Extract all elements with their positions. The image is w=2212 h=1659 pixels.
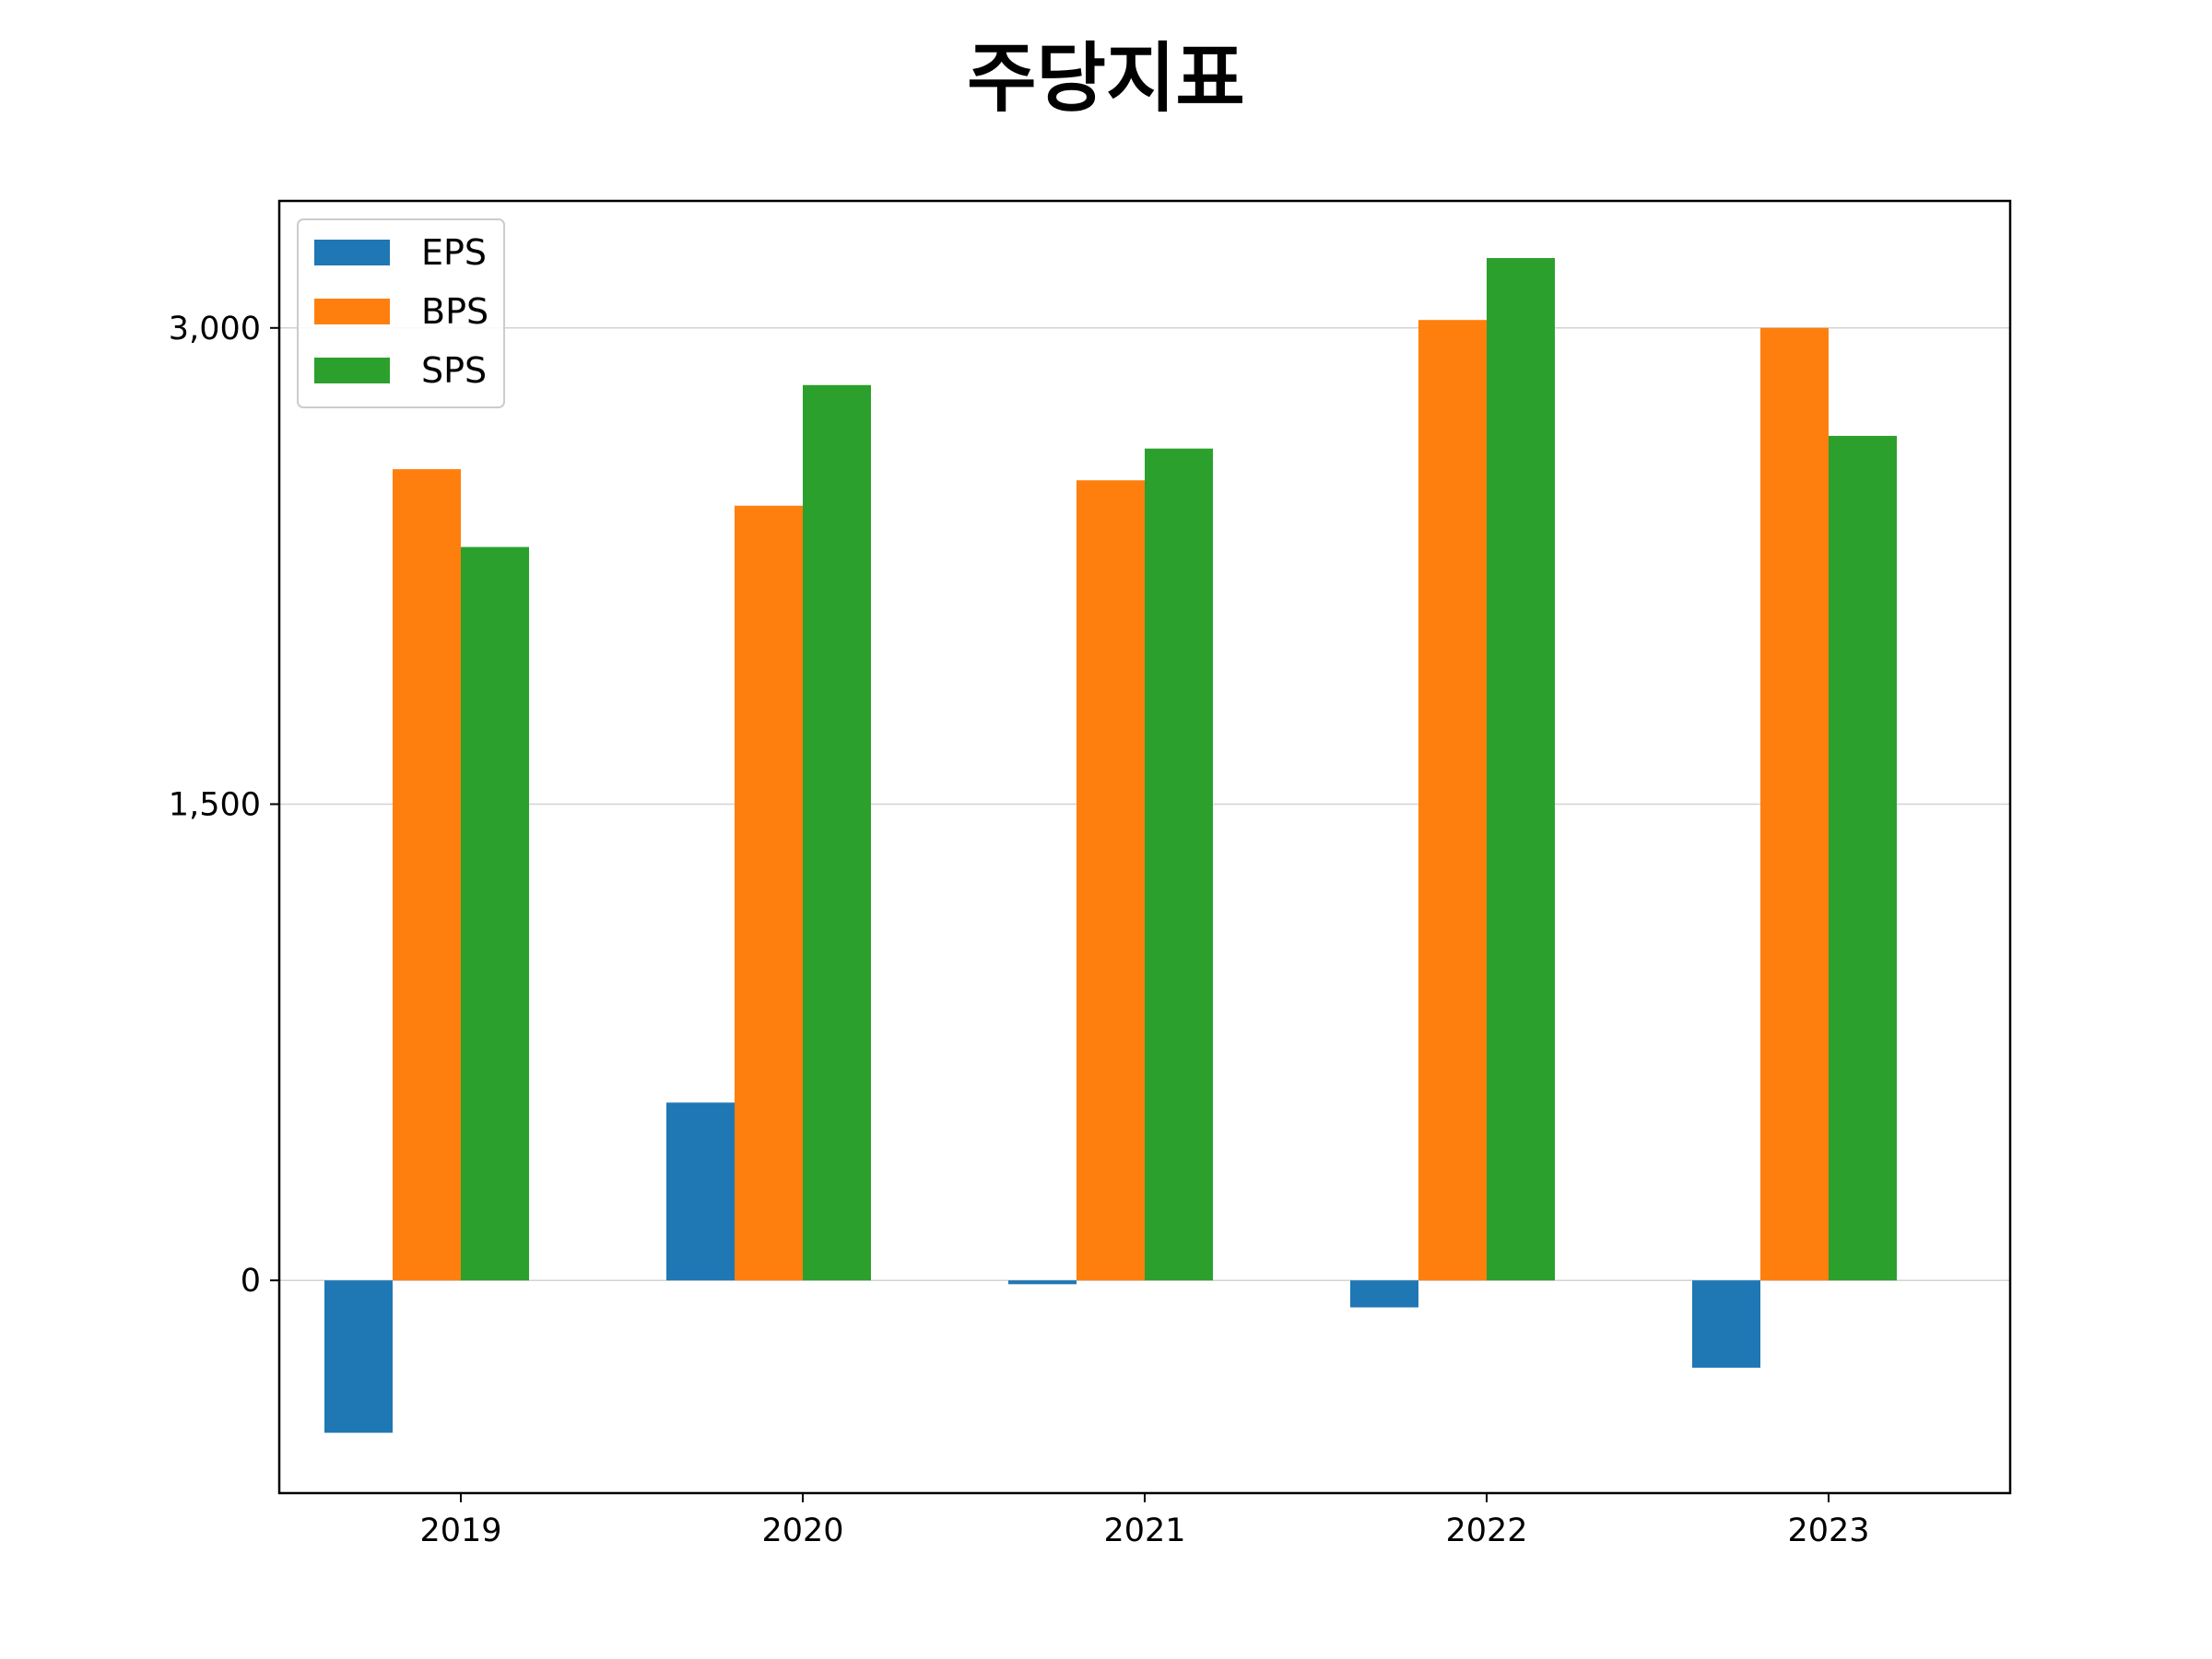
y-tick-label: 3,000 [169, 311, 261, 347]
bar-bps-2022 [1418, 320, 1487, 1281]
x-tick-label: 2020 [761, 1512, 843, 1549]
bar-sps-2023 [1829, 435, 1897, 1281]
legend-swatch-sps [314, 358, 390, 383]
legend[interactable]: EPS BPS SPS [297, 218, 505, 408]
bar-eps-2020 [666, 1102, 735, 1281]
y-tick-label: 1,500 [169, 786, 261, 823]
y-tick-label: 0 [241, 1263, 261, 1300]
legend-swatch-bps [314, 299, 390, 324]
bar-eps-2023 [1692, 1280, 1760, 1368]
bar-eps-2022 [1350, 1280, 1418, 1308]
bars [324, 258, 1897, 1433]
bar-sps-2022 [1487, 258, 1555, 1281]
x-tick-label: 2021 [1103, 1512, 1185, 1549]
legend-label-sps: SPS [421, 350, 487, 391]
bar-bps-2019 [393, 469, 461, 1281]
x-tick-label: 2022 [1445, 1512, 1527, 1549]
bar-bps-2021 [1077, 480, 1145, 1281]
bar-sps-2020 [803, 384, 871, 1281]
bar-sps-2019 [461, 547, 529, 1281]
x-tick-label: 2019 [419, 1512, 501, 1549]
bar-bps-2020 [735, 505, 803, 1281]
bar-eps-2019 [324, 1280, 393, 1433]
bar-bps-2023 [1760, 327, 1829, 1281]
x-tick-label: 2023 [1787, 1512, 1869, 1549]
legend-label-bps: BPS [421, 291, 488, 332]
legend-label-eps: EPS [421, 232, 487, 273]
axis-ticks: 0 1,500 3,000 2019 2020 2021 2022 2023 [169, 311, 1870, 1549]
bar-sps-2021 [1145, 448, 1213, 1281]
chart-title: 주당지표 [967, 35, 1245, 123]
legend-swatch-eps [314, 240, 390, 265]
bar-eps-2021 [1008, 1280, 1077, 1285]
